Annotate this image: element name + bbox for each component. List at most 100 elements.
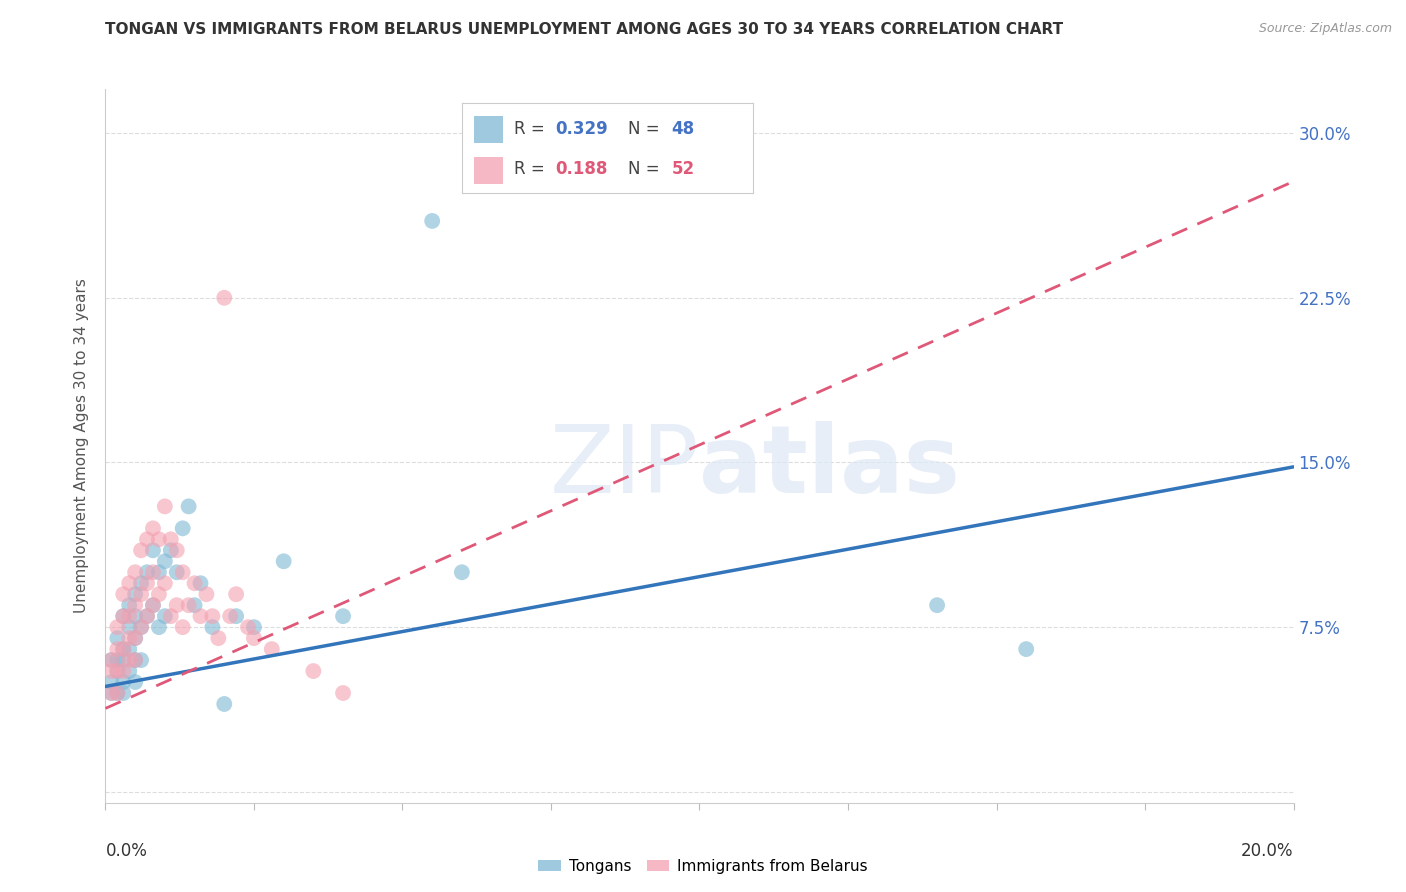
Point (142, 598, 165, 612)
Point (450, 566, 472, 580)
Point (105, 664, 128, 678)
Legend: Tongans, Immigrants from Belarus: Tongans, Immigrants from Belarus (531, 853, 875, 880)
Point (136, 576, 159, 591)
Point (177, 598, 200, 612)
Point (148, 587, 170, 601)
Point (112, 587, 135, 601)
Point (190, 609, 212, 624)
Point (112, 686, 135, 700)
Point (332, 686, 354, 700)
Point (159, 543, 181, 558)
Point (195, 587, 218, 601)
Point (159, 533, 181, 547)
Text: atlas: atlas (700, 421, 960, 514)
Point (273, 554, 295, 568)
Point (118, 620, 141, 634)
Point (118, 576, 141, 591)
Point (105, 686, 128, 700)
Point (100, 675, 122, 690)
Text: ZIP: ZIP (550, 421, 700, 514)
Point (201, 609, 224, 624)
Point (136, 533, 159, 547)
Point (129, 587, 152, 601)
Point (112, 642, 135, 657)
Point (166, 543, 188, 558)
Point (100, 686, 122, 700)
Point (112, 653, 135, 667)
Point (124, 631, 146, 645)
Point (225, 587, 247, 601)
Point (118, 631, 141, 645)
Point (124, 653, 146, 667)
Point (129, 653, 152, 667)
Point (124, 675, 146, 690)
Point (142, 543, 165, 558)
Point (148, 620, 170, 634)
Point (236, 620, 259, 634)
Point (136, 609, 159, 624)
Point (153, 609, 176, 624)
Point (214, 291, 236, 305)
Point (105, 642, 128, 657)
Point (129, 543, 152, 558)
Point (136, 566, 159, 580)
Text: TONGAN VS IMMIGRANTS FROM BELARUS UNEMPLOYMENT AMONG AGES 30 TO 34 YEARS CORRELA: TONGAN VS IMMIGRANTS FROM BELARUS UNEMPL… (105, 22, 1063, 37)
Point (100, 686, 122, 700)
Point (100, 653, 122, 667)
Point (148, 533, 170, 547)
Point (153, 576, 176, 591)
Point (124, 598, 146, 612)
Point (112, 609, 135, 624)
Point (118, 653, 141, 667)
Point (420, 214, 443, 228)
Point (207, 631, 229, 645)
Point (177, 500, 200, 514)
Point (124, 631, 146, 645)
Point (100, 653, 122, 667)
Point (112, 664, 135, 678)
Point (214, 697, 236, 711)
Point (166, 598, 188, 612)
Y-axis label: Unemployment Among Ages 30 to 34 years: Unemployment Among Ages 30 to 34 years (75, 278, 90, 614)
Point (153, 554, 176, 568)
Point (243, 620, 266, 634)
Point (129, 620, 152, 634)
Point (118, 598, 141, 612)
Point (927, 598, 949, 612)
Point (172, 620, 194, 634)
Point (112, 609, 135, 624)
Point (105, 653, 128, 667)
Point (136, 609, 159, 624)
Point (172, 566, 194, 580)
Point (183, 598, 205, 612)
Point (118, 609, 141, 624)
Point (142, 521, 165, 535)
Point (118, 642, 141, 657)
Point (201, 620, 224, 634)
Point (225, 609, 247, 624)
Point (124, 587, 146, 601)
Point (105, 686, 128, 700)
Point (159, 609, 181, 624)
Point (183, 576, 205, 591)
Point (1015, 642, 1038, 657)
Point (148, 566, 170, 580)
Point (302, 664, 325, 678)
Point (124, 609, 146, 624)
Point (112, 675, 135, 690)
Point (129, 576, 152, 591)
Point (142, 566, 165, 580)
Point (190, 576, 212, 591)
Point (100, 664, 122, 678)
Point (219, 609, 242, 624)
Point (124, 653, 146, 667)
Point (172, 521, 194, 535)
Point (118, 664, 141, 678)
Point (105, 620, 128, 634)
Point (243, 631, 266, 645)
Point (260, 642, 283, 657)
Point (105, 631, 128, 645)
Point (153, 500, 176, 514)
Text: Source: ZipAtlas.com: Source: ZipAtlas.com (1258, 22, 1392, 36)
Point (112, 642, 135, 657)
